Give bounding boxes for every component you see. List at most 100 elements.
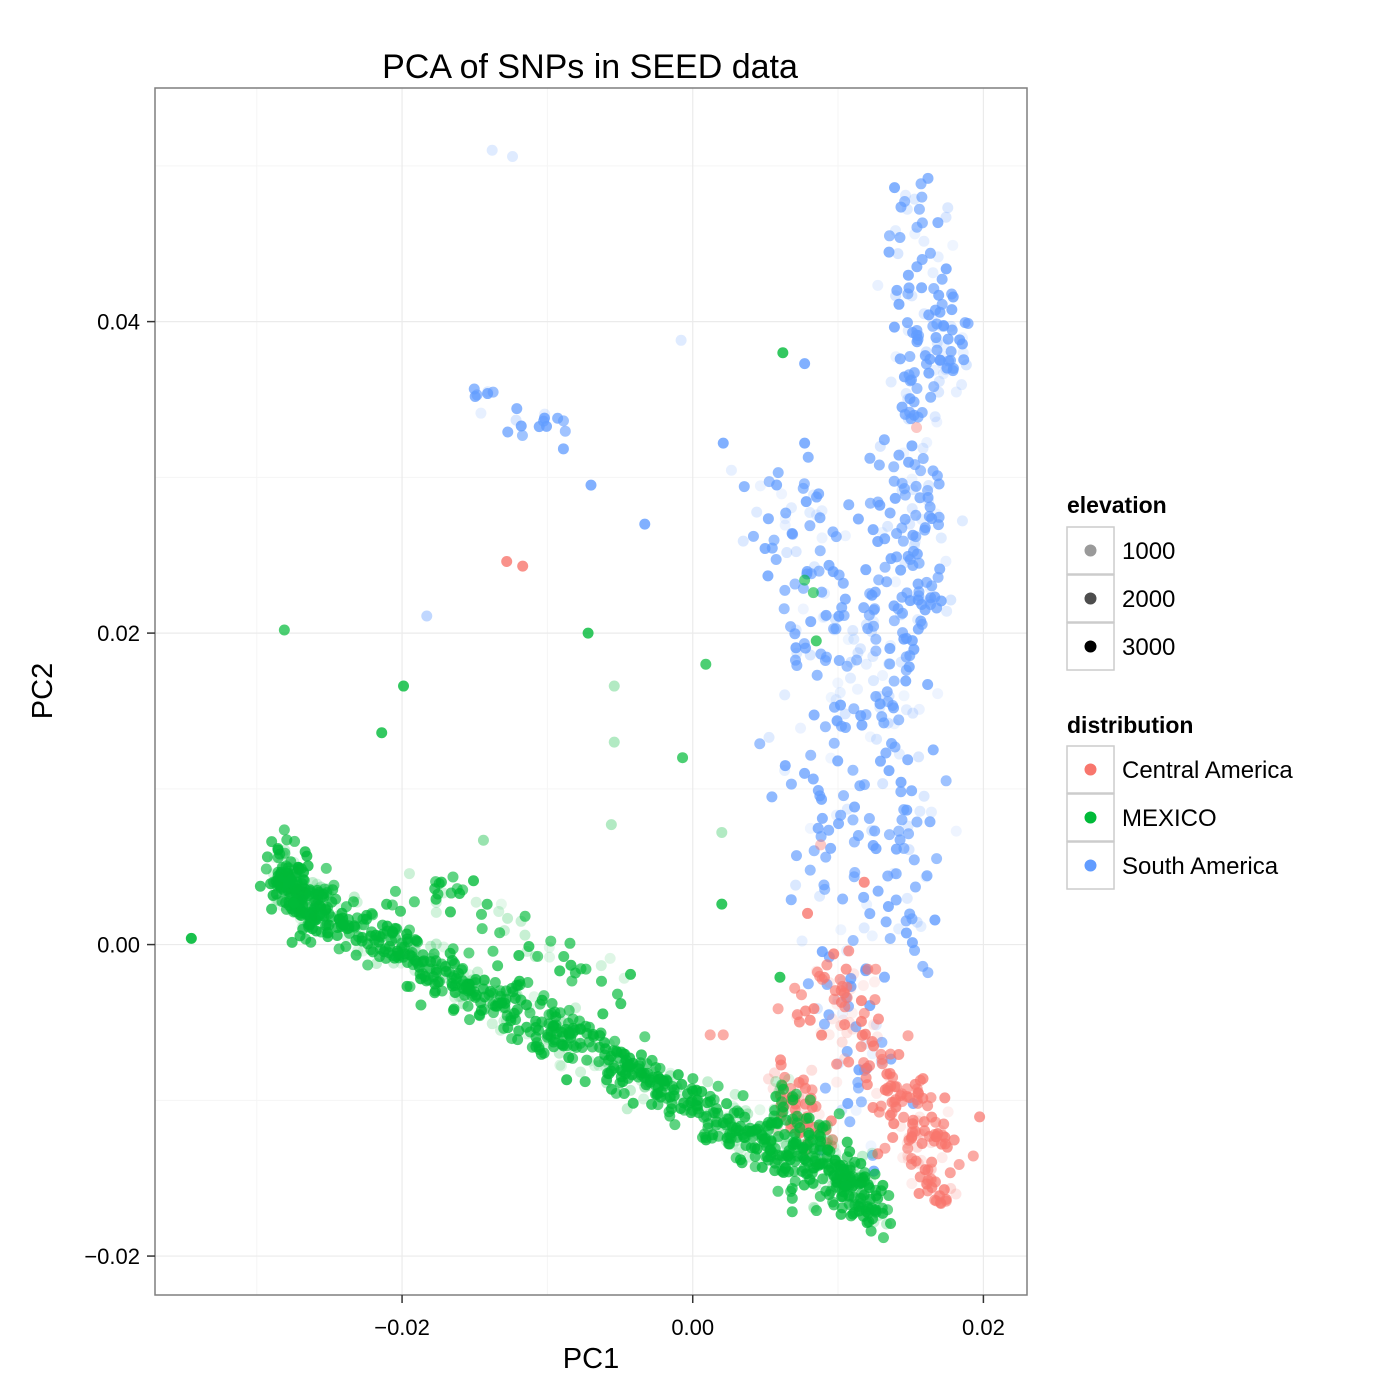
- data-point: [771, 1116, 783, 1128]
- data-point: [810, 1205, 822, 1217]
- data-point: [854, 643, 866, 655]
- data-point: [917, 960, 929, 972]
- data-point: [763, 731, 775, 743]
- data-point: [272, 842, 284, 854]
- data-point: [852, 513, 864, 525]
- x-axis: −0.02 0.00 0.02: [374, 1295, 1005, 1340]
- data-point: [463, 983, 475, 995]
- data-point: [870, 691, 882, 703]
- series-south-america: [421, 144, 974, 1177]
- data-point: [796, 1165, 808, 1177]
- data-point: [780, 1161, 792, 1173]
- chart-title: PCA of SNPs in SEED data: [382, 48, 798, 86]
- data-point: [786, 1147, 798, 1159]
- data-point: [781, 547, 793, 559]
- data-point: [786, 1183, 798, 1195]
- data-point: [914, 805, 926, 817]
- data-point: [815, 831, 827, 843]
- data-point: [523, 940, 535, 952]
- data-point: [816, 793, 828, 805]
- data-point: [916, 254, 928, 266]
- grid-lines: [155, 88, 1027, 1295]
- data-point: [817, 611, 829, 623]
- data-point: [924, 501, 936, 513]
- data-point: [859, 1167, 871, 1179]
- data-point: [800, 1005, 812, 1017]
- data-point: [890, 894, 902, 906]
- data-point: [721, 1098, 733, 1110]
- data-point: [823, 559, 835, 571]
- data-point: [735, 1147, 747, 1159]
- data-point: [895, 776, 907, 788]
- data-point: [892, 603, 904, 615]
- data-point: [863, 813, 875, 825]
- data-point: [866, 825, 878, 837]
- data-point: [804, 1094, 816, 1106]
- data-point: [926, 580, 938, 592]
- data-point: [559, 425, 571, 437]
- data-point: [956, 332, 968, 344]
- data-point: [843, 1056, 855, 1068]
- data-point: [908, 193, 920, 205]
- data-point: [589, 1060, 601, 1072]
- data-point: [505, 1012, 517, 1024]
- data-point: [570, 1002, 582, 1014]
- data-point: [408, 896, 420, 908]
- legend-key-point: [1084, 592, 1097, 605]
- data-point: [858, 891, 870, 903]
- data-point: [654, 1062, 666, 1074]
- data-point: [791, 1117, 803, 1129]
- data-point: [804, 649, 816, 661]
- data-point: [909, 228, 921, 240]
- data-point: [446, 954, 458, 966]
- data-point: [595, 960, 607, 972]
- data-point: [593, 1059, 605, 1071]
- data-point: [770, 1091, 782, 1103]
- data-point: [894, 353, 906, 365]
- data-point: [546, 1020, 558, 1032]
- data-point: [759, 543, 771, 555]
- data-point: [567, 1013, 579, 1025]
- data-point: [554, 965, 566, 977]
- legend-key-box: [1066, 841, 1115, 890]
- data-point: [885, 553, 897, 565]
- data-point: [487, 386, 499, 398]
- data-point: [817, 1173, 829, 1185]
- data-point: [840, 1168, 852, 1180]
- data-point: [928, 282, 940, 294]
- data-point: [438, 941, 450, 953]
- data-point: [912, 411, 924, 423]
- data-point: [855, 1096, 867, 1108]
- data-point: [839, 593, 851, 605]
- data-point: [839, 1019, 851, 1031]
- data-point: [839, 1001, 851, 1013]
- data-point: [903, 828, 915, 840]
- data-point: [331, 929, 343, 941]
- data-point: [470, 896, 482, 908]
- data-point: [386, 899, 398, 911]
- data-point: [839, 722, 851, 734]
- data-point: [564, 937, 576, 949]
- data-point: [475, 1004, 487, 1016]
- data-point: [888, 615, 900, 627]
- data-point: [833, 818, 845, 830]
- data-point: [929, 411, 941, 423]
- data-point: [443, 966, 455, 978]
- data-point: [931, 337, 943, 349]
- data-point: [889, 182, 901, 194]
- data-point: [586, 1041, 598, 1053]
- data-point: [398, 680, 410, 692]
- y-tick-label: 0.04: [97, 310, 140, 335]
- data-point: [881, 1218, 893, 1230]
- data-point: [557, 443, 569, 455]
- data-point: [297, 923, 309, 935]
- legend-item-label: 3000: [1122, 634, 1175, 661]
- data-point: [847, 814, 859, 826]
- data-point: [351, 896, 363, 908]
- data-point: [876, 1036, 888, 1048]
- data-point: [675, 1103, 687, 1115]
- data-point: [922, 485, 934, 497]
- data-point: [524, 1007, 536, 1019]
- data-point: [608, 680, 620, 692]
- data-point: [862, 963, 874, 975]
